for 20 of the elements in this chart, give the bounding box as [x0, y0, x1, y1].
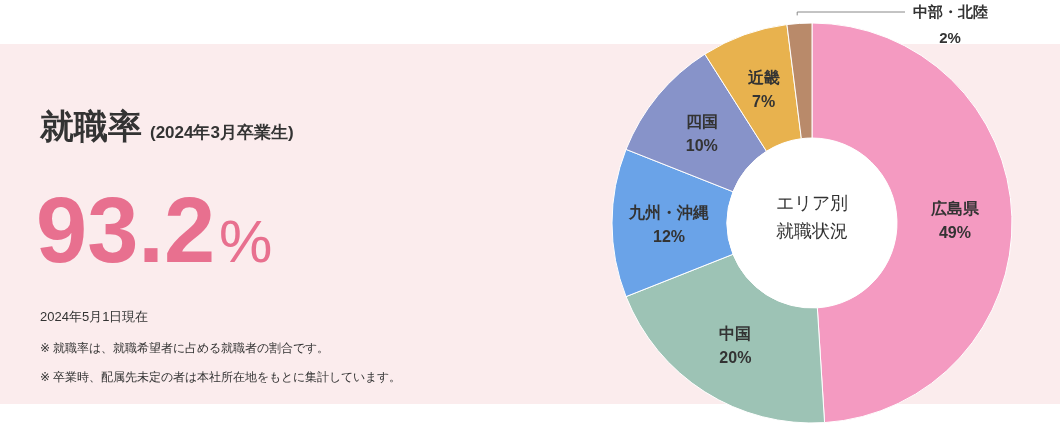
slice-label: 中国	[719, 324, 752, 342]
text: 93.2%	[36, 179, 273, 281]
data-label: 12%	[652, 228, 686, 245]
text: ※ 卒業時、配属先未定の者は本社所在地をもとに集計しています。	[40, 370, 402, 384]
text: 就職率	[39, 107, 142, 145]
text: ※ 就職率は、就職希望者に占める就職者の割合です。	[40, 341, 330, 355]
data-label: 20%	[719, 348, 752, 366]
text: エリア別	[776, 193, 848, 213]
slice-label: 中部・北陸	[912, 3, 988, 20]
slice-label: 九州・沖縄	[628, 204, 709, 221]
slice-label: 近畿	[746, 69, 780, 87]
slice-label: 四国	[685, 112, 718, 130]
data-label: 49%	[938, 223, 971, 241]
text: (2024年3月卒業生)	[150, 123, 294, 142]
text: 2024年5月1日現在	[40, 309, 149, 324]
data-label: 10%	[685, 136, 718, 154]
data-label: 7%	[752, 93, 776, 111]
data-label: 2%	[939, 29, 961, 46]
text: 就職状況	[776, 221, 848, 241]
slice-label: 広島県	[929, 198, 980, 217]
